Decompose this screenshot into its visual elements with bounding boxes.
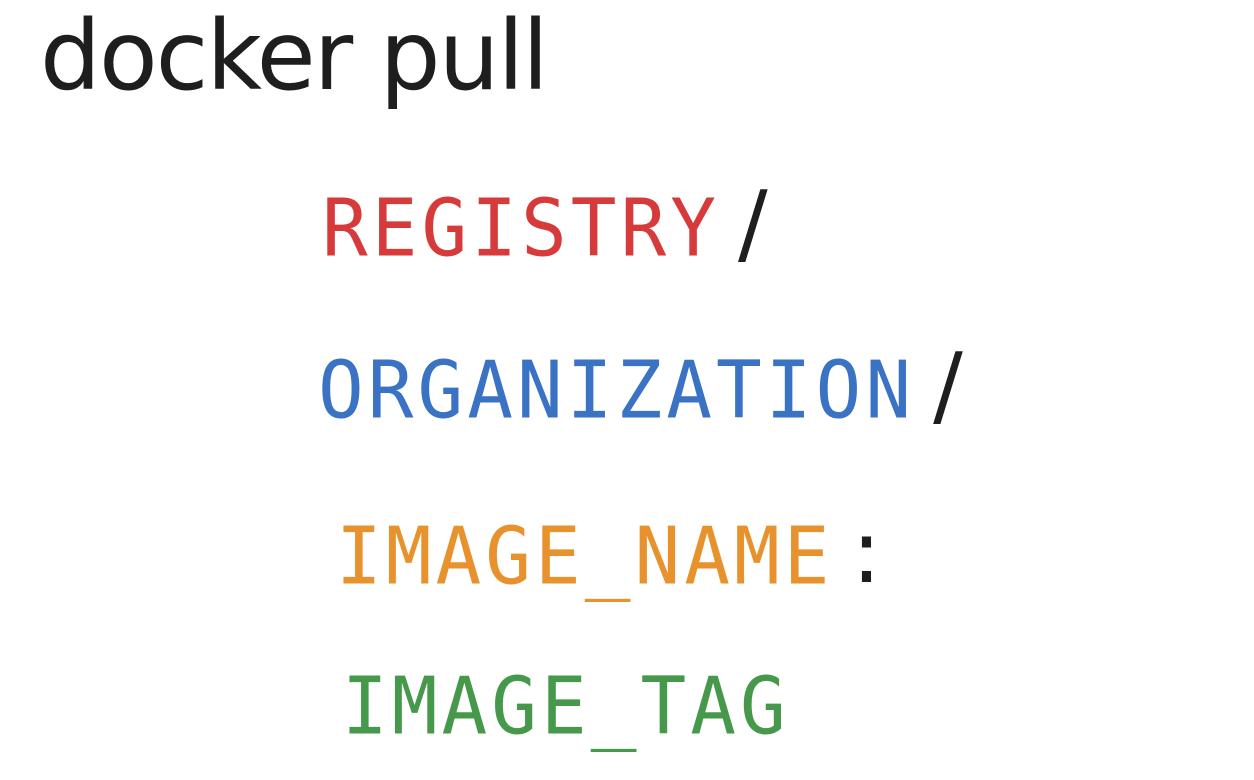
organization-label: ORGANIZATION: [318, 342, 916, 437]
registry-label: REGISTRY: [322, 180, 721, 275]
organization-row: ORGANIZATION /: [318, 342, 963, 430]
image-name-row: IMAGE_NAME:: [336, 508, 881, 596]
image-tag-row: IMAGE_TAG: [342, 658, 790, 753]
image-name-separator: :: [851, 500, 882, 603]
image-tag-label: IMAGE_TAG: [342, 658, 790, 753]
command-text: docker pull: [40, 0, 549, 112]
registry-row: REGISTRY /: [322, 180, 768, 268]
registry-separator: /: [738, 172, 768, 275]
image-name-label: IMAGE_NAME: [336, 508, 834, 603]
organization-separator: /: [933, 334, 963, 437]
